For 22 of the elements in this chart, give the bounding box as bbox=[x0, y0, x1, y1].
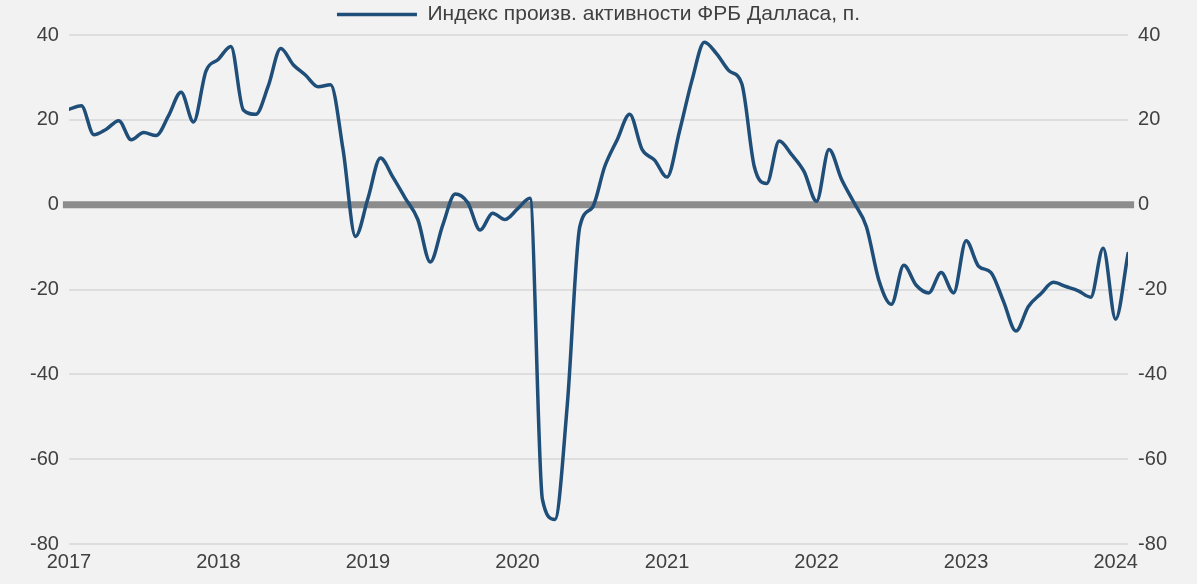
x-tick-label: 2022 bbox=[794, 549, 839, 572]
y2-tick-label: 40 bbox=[1138, 22, 1161, 45]
y-tick-label: -40 bbox=[30, 361, 59, 384]
x-tick-label: 2021 bbox=[644, 549, 690, 572]
y2-tick-label: -40 bbox=[1138, 361, 1167, 384]
line-series bbox=[68, 40, 1129, 522]
y-tick-label: 0 bbox=[47, 192, 59, 215]
y-tick-label: -60 bbox=[30, 446, 59, 469]
x-tick-label: 2023 bbox=[943, 549, 989, 572]
y-tick-label: -20 bbox=[30, 277, 59, 300]
y-tick-label: 20 bbox=[36, 107, 59, 130]
y-tick-label: 40 bbox=[36, 22, 59, 45]
y2-tick-label: -20 bbox=[1138, 277, 1167, 300]
x-tick-label: 2018 bbox=[196, 549, 241, 572]
legend-label: Индекс произв. активности ФРБ Далласа, п. bbox=[427, 1, 861, 25]
y2-tick-label: 20 bbox=[1138, 107, 1161, 130]
x-tick-label: 2024 bbox=[1093, 549, 1138, 572]
x-tick-label: 2019 bbox=[345, 549, 391, 572]
y2-tick-label: 0 bbox=[1138, 192, 1150, 215]
y2-tick-label: -80 bbox=[1138, 531, 1167, 554]
y2-tick-label: -60 bbox=[1138, 446, 1167, 469]
x-tick-label: 2020 bbox=[495, 549, 540, 572]
